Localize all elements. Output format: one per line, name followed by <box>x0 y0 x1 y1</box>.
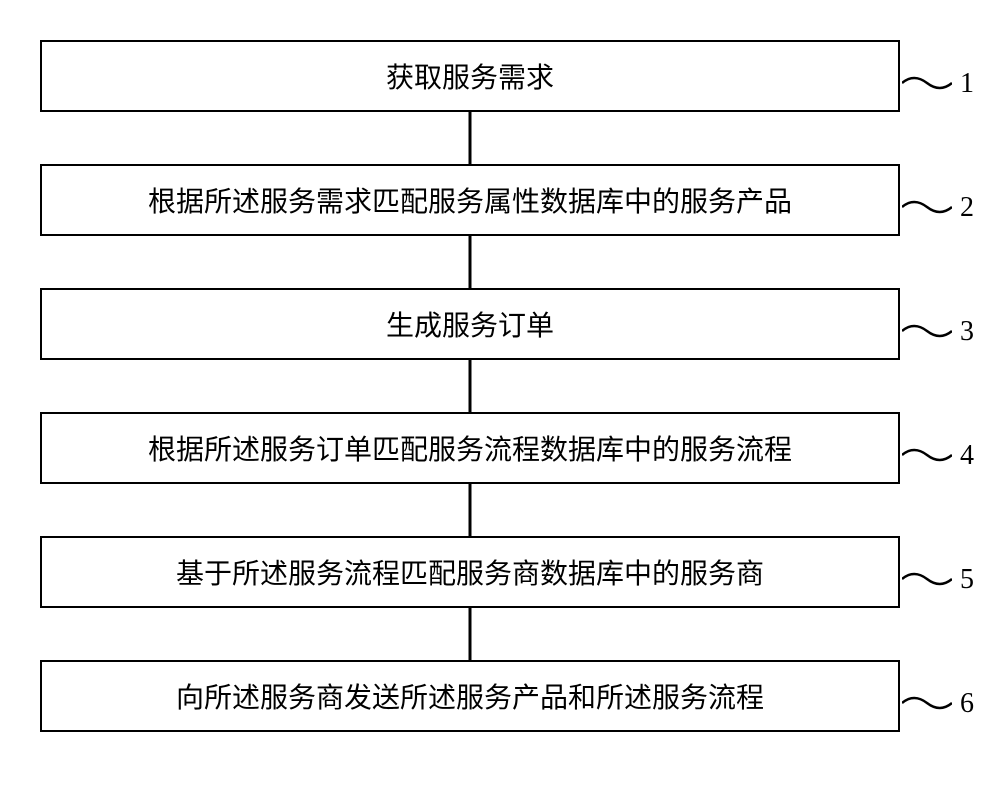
flowchart-connector <box>469 484 472 536</box>
box-label: 基于所述服务流程匹配服务商数据库中的服务商 <box>160 544 780 600</box>
step-number: 6 <box>960 688 974 720</box>
flowchart-box: 根据所述服务订单匹配服务流程数据库中的服务流程 <box>40 412 900 484</box>
flowchart-connector <box>469 608 472 660</box>
box-label: 获取服务需求 <box>370 48 570 104</box>
connector-squiggle <box>902 688 952 718</box>
box-label: 根据所述服务需求匹配服务属性数据库中的服务产品 <box>132 172 808 228</box>
flowchart-connector <box>469 236 472 288</box>
step-number: 5 <box>960 564 974 596</box>
box-label: 根据所述服务订单匹配服务流程数据库中的服务流程 <box>132 420 808 476</box>
box-label: 向所述服务商发送所述服务产品和所述服务流程 <box>160 668 780 724</box>
flowchart-box: 生成服务订单 <box>40 288 900 360</box>
box-label: 生成服务订单 <box>370 296 570 352</box>
step-number: 1 <box>960 68 974 100</box>
connector-squiggle <box>902 316 952 346</box>
step-number: 2 <box>960 192 974 224</box>
step-number: 3 <box>960 316 974 348</box>
step-number: 4 <box>960 440 974 472</box>
flowchart-box: 向所述服务商发送所述服务产品和所述服务流程 <box>40 660 900 732</box>
connector-squiggle <box>902 68 952 98</box>
flowchart-box: 获取服务需求 <box>40 40 900 112</box>
flowchart-connector <box>469 112 472 164</box>
connector-squiggle <box>902 564 952 594</box>
flowchart-box: 根据所述服务需求匹配服务属性数据库中的服务产品 <box>40 164 900 236</box>
flowchart-box: 基于所述服务流程匹配服务商数据库中的服务商 <box>40 536 900 608</box>
flowchart-connector <box>469 360 472 412</box>
connector-squiggle <box>902 192 952 222</box>
connector-squiggle <box>902 440 952 470</box>
